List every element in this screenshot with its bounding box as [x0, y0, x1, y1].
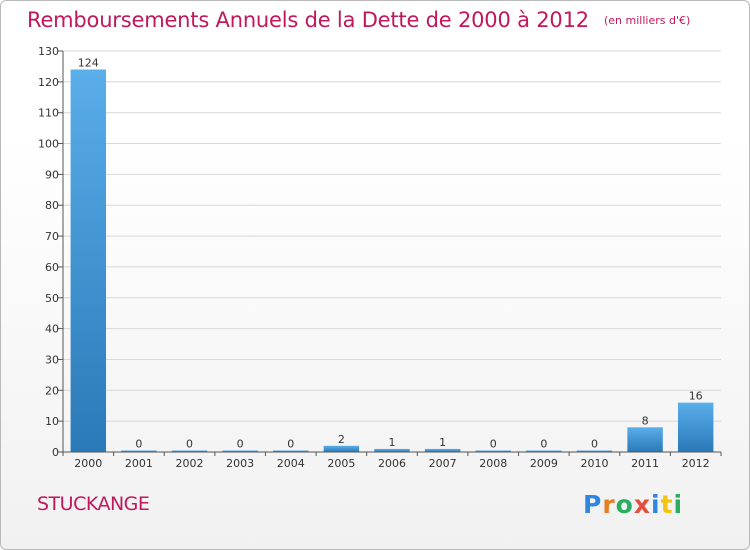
data-label: 0 — [135, 438, 142, 451]
data-label: 1 — [389, 436, 396, 449]
y-tick-label: 30 — [45, 353, 59, 366]
x-tick-label: 2004 — [277, 457, 305, 470]
data-label: 0 — [540, 438, 547, 451]
commune-name: STUCKANGE — [37, 493, 150, 515]
logo-letter: i — [651, 490, 661, 519]
x-tick-label: 2008 — [479, 457, 507, 470]
x-tick-label: 2001 — [125, 457, 153, 470]
bar — [526, 450, 562, 452]
axes — [58, 50, 722, 456]
bar — [323, 445, 360, 452]
data-label: 8 — [642, 414, 649, 427]
chart-subtitle: (en milliers d'€) — [604, 14, 691, 27]
data-label: 2 — [338, 433, 345, 446]
y-tick-label: 60 — [45, 261, 59, 274]
bar — [374, 448, 410, 452]
title-row: Remboursements Annuels de la Dette de 20… — [27, 8, 690, 32]
data-label: 0 — [591, 438, 598, 451]
x-tick-label: 2000 — [74, 457, 102, 470]
bar — [424, 448, 461, 452]
x-tick-label: 2005 — [327, 457, 355, 470]
x-tick-label: 2002 — [176, 457, 204, 470]
bar — [273, 450, 309, 452]
data-label: 124 — [78, 57, 99, 70]
bars — [70, 69, 714, 452]
x-tick-label: 2007 — [429, 457, 457, 470]
logo-letter: o — [615, 490, 634, 519]
logo-letter: x — [633, 490, 651, 519]
y-tick-label: 120 — [38, 76, 59, 89]
bar — [171, 450, 208, 452]
bar — [70, 69, 107, 452]
data-label: 0 — [186, 438, 193, 451]
y-tick-label: 0 — [52, 446, 59, 459]
y-tick-label: 80 — [45, 199, 59, 212]
labels: 0102030405060708090100110120130124200002… — [38, 45, 710, 470]
x-tick-label: 2011 — [631, 457, 659, 470]
y-tick-label: 70 — [45, 230, 59, 243]
y-tick-label: 50 — [45, 292, 59, 305]
bar — [576, 450, 613, 452]
bar — [121, 450, 157, 452]
logo-letter: r — [602, 490, 616, 519]
data-label: 0 — [237, 438, 244, 451]
chart-title: Remboursements Annuels de la Dette de 20… — [27, 8, 589, 32]
logo-letter: i — [673, 490, 684, 519]
data-label: 16 — [689, 390, 703, 403]
gridlines — [63, 50, 721, 422]
x-tick-label: 2012 — [682, 457, 710, 470]
x-tick-label: 2003 — [226, 457, 254, 470]
y-tick-label: 110 — [38, 107, 59, 120]
logo-letter: t — [660, 490, 674, 519]
y-tick-label: 100 — [38, 138, 59, 151]
data-label: 0 — [287, 438, 294, 451]
logo-letter: P — [583, 490, 603, 519]
bar — [222, 450, 258, 452]
proxiti-logo: Proxiti — [583, 490, 683, 519]
bar — [677, 402, 714, 452]
x-tick-label: 2006 — [378, 457, 406, 470]
x-tick-label: 2010 — [580, 457, 608, 470]
bar — [627, 427, 663, 452]
y-tick-label: 40 — [45, 323, 59, 336]
x-tick-label: 2009 — [530, 457, 558, 470]
y-tick-label: 20 — [45, 384, 59, 397]
y-tick-label: 10 — [45, 415, 59, 428]
y-tick-label: 130 — [38, 45, 59, 58]
data-label: 1 — [439, 436, 446, 449]
data-label: 0 — [490, 438, 497, 451]
y-tick-label: 90 — [45, 168, 59, 181]
bar — [475, 450, 511, 452]
